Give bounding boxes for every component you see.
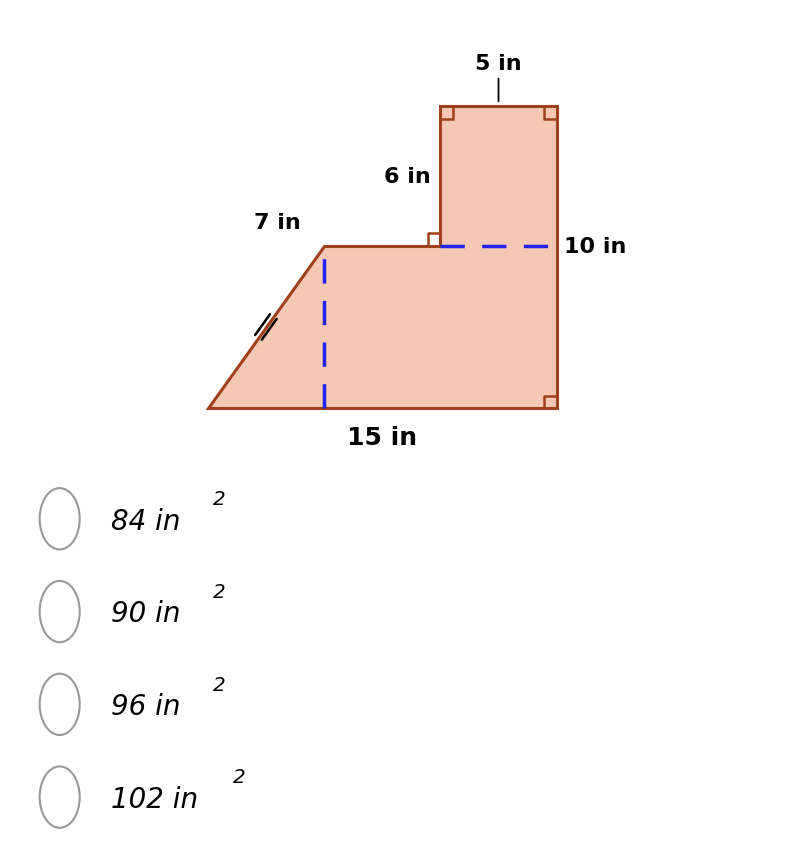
Text: 96 in: 96 in (110, 693, 180, 720)
Text: 84 in: 84 in (110, 507, 180, 535)
Text: 6 in: 6 in (384, 167, 431, 187)
Ellipse shape (40, 581, 80, 642)
Text: 15 in: 15 in (347, 425, 418, 449)
Text: 5 in: 5 in (475, 55, 522, 74)
Polygon shape (208, 106, 557, 409)
Text: 2: 2 (213, 675, 226, 694)
Ellipse shape (40, 767, 80, 828)
Text: 10 in: 10 in (564, 236, 626, 256)
Text: 2: 2 (213, 490, 226, 509)
Text: 90 in: 90 in (110, 600, 180, 628)
Ellipse shape (40, 488, 80, 550)
Ellipse shape (40, 674, 80, 735)
Text: 2: 2 (233, 768, 246, 786)
Text: 102 in: 102 in (110, 785, 198, 813)
Text: 7 in: 7 in (254, 212, 301, 233)
Text: 2: 2 (213, 582, 226, 602)
